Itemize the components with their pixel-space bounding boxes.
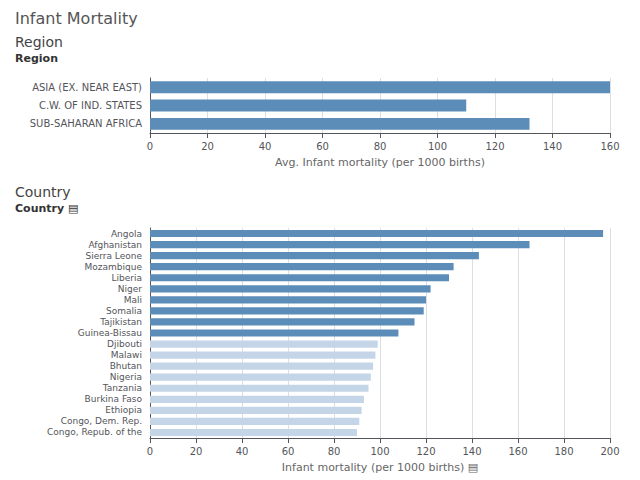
svg-text:Liberia: Liberia xyxy=(112,273,142,283)
svg-text:Angola: Angola xyxy=(111,229,142,239)
svg-text:140: 140 xyxy=(543,141,562,152)
svg-text:Somalia: Somalia xyxy=(106,306,142,316)
svg-text:140: 140 xyxy=(462,446,481,457)
svg-text:Bhutan: Bhutan xyxy=(110,361,142,371)
svg-text:ASIA (EX. NEAR EAST): ASIA (EX. NEAR EAST) xyxy=(32,82,142,93)
svg-text:Sierra Leone: Sierra Leone xyxy=(85,251,142,261)
svg-text:Niger: Niger xyxy=(118,284,142,294)
svg-text:Avg. Infant mortality (per 100: Avg. Infant mortality (per 1000 births) xyxy=(275,156,485,169)
svg-text:100: 100 xyxy=(428,141,447,152)
svg-text:C.W. OF IND. STATES: C.W. OF IND. STATES xyxy=(39,100,142,111)
svg-text:Region: Region xyxy=(15,34,63,50)
svg-text:Ethiopia: Ethiopia xyxy=(105,405,142,415)
svg-text:Mozambique: Mozambique xyxy=(85,262,143,272)
svg-text:0: 0 xyxy=(147,141,153,152)
svg-text:60: 60 xyxy=(282,446,295,457)
svg-text:Infant mortality (per 1000 bir: Infant mortality (per 1000 births) ▤ xyxy=(282,461,478,474)
svg-text:Tajikistan: Tajikistan xyxy=(99,317,142,327)
svg-text:Burkina Faso: Burkina Faso xyxy=(85,394,143,404)
svg-text:Djibouti: Djibouti xyxy=(107,339,142,349)
svg-text:Congo, Dem. Rep.: Congo, Dem. Rep. xyxy=(61,416,142,426)
svg-text:0: 0 xyxy=(147,446,153,457)
svg-text:180: 180 xyxy=(554,446,573,457)
svg-text:Mali: Mali xyxy=(124,295,142,305)
svg-text:Infant Mortality: Infant Mortality xyxy=(15,9,138,28)
svg-text:160: 160 xyxy=(600,141,619,152)
svg-text:100: 100 xyxy=(370,446,389,457)
svg-text:60: 60 xyxy=(316,141,329,152)
svg-text:Congo, Repub. of the: Congo, Repub. of the xyxy=(47,427,142,437)
svg-text:160: 160 xyxy=(508,446,527,457)
svg-text:Country ▤: Country ▤ xyxy=(15,202,78,215)
svg-text:80: 80 xyxy=(328,446,341,457)
svg-text:Afghanistan: Afghanistan xyxy=(88,240,142,250)
svg-text:Guinea-Bissau: Guinea-Bissau xyxy=(78,328,142,338)
svg-text:Country: Country xyxy=(15,184,71,200)
svg-text:40: 40 xyxy=(259,141,272,152)
svg-text:Tanzania: Tanzania xyxy=(102,383,142,393)
svg-text:40: 40 xyxy=(236,446,249,457)
svg-text:Region: Region xyxy=(15,52,58,65)
svg-text:Nigeria: Nigeria xyxy=(110,372,142,382)
svg-text:200: 200 xyxy=(600,446,619,457)
svg-text:SUB-SAHARAN AFRICA: SUB-SAHARAN AFRICA xyxy=(30,118,142,129)
svg-text:20: 20 xyxy=(190,446,203,457)
svg-text:120: 120 xyxy=(485,141,504,152)
svg-text:20: 20 xyxy=(201,141,214,152)
svg-text:Malawi: Malawi xyxy=(111,350,142,360)
svg-text:120: 120 xyxy=(416,446,435,457)
svg-text:80: 80 xyxy=(374,141,387,152)
